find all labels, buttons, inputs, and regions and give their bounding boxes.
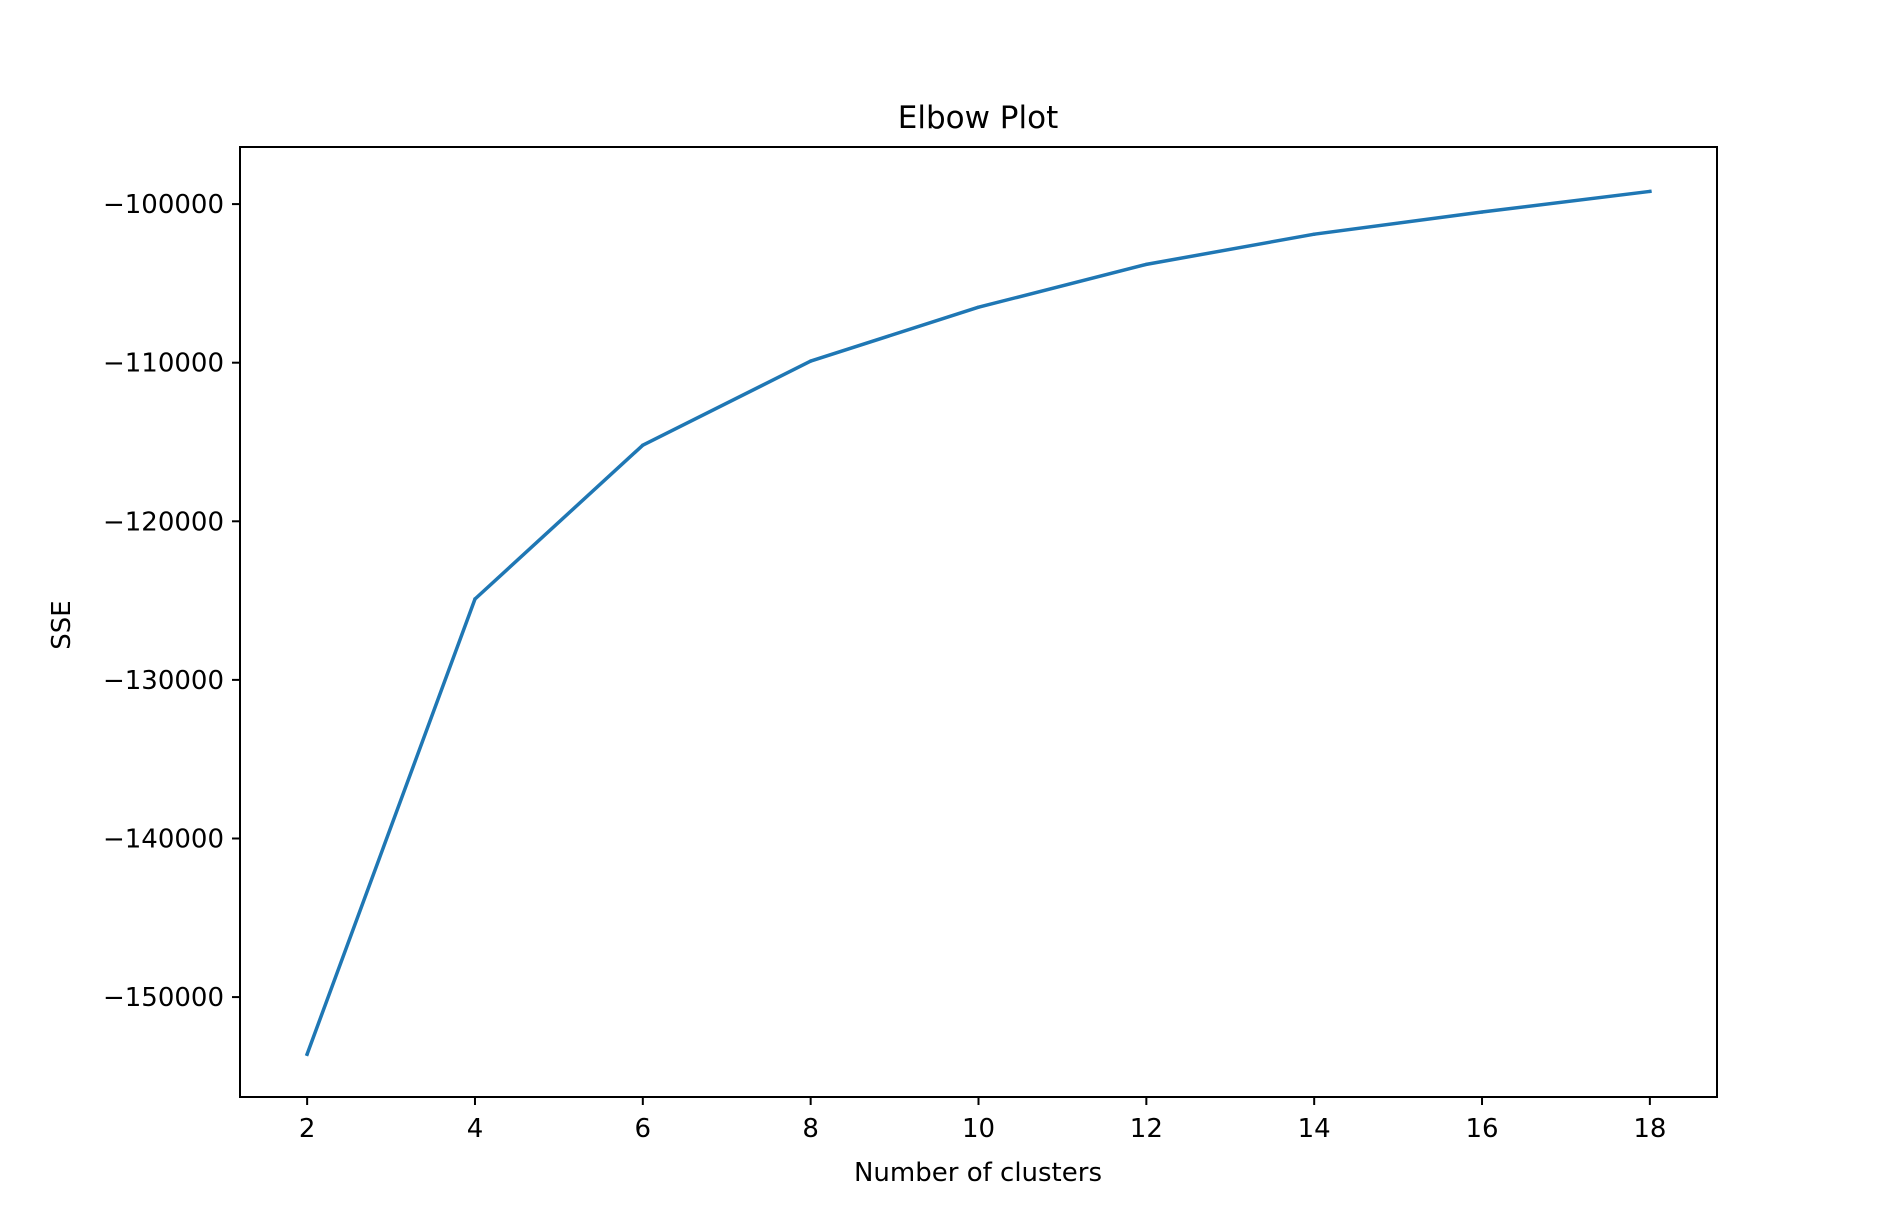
data-point	[1480, 210, 1484, 214]
x-tick-label: 2	[299, 1114, 316, 1144]
data-point	[1312, 232, 1316, 236]
y-tick-label: −110000	[103, 349, 224, 379]
data-point	[305, 1052, 309, 1056]
y-tick-label: −120000	[103, 507, 224, 537]
y-tick-label: −150000	[103, 983, 224, 1013]
x-tick-label: 16	[1465, 1114, 1498, 1144]
y-tick-label: −100000	[103, 190, 224, 220]
x-tick-label: 12	[1130, 1114, 1163, 1144]
data-point	[976, 305, 981, 309]
data-point	[473, 597, 477, 601]
y-axis-title: SSE	[47, 600, 77, 649]
x-tick-label: 10	[962, 1114, 995, 1144]
axes-frame	[239, 146, 1718, 1098]
plot-area	[304, 189, 1652, 1057]
x-tick-label: 18	[1633, 1114, 1666, 1144]
chart-title: Elbow Plot	[898, 100, 1058, 136]
data-point	[1648, 189, 1652, 194]
x-axis-title: Number of clusters	[854, 1158, 1102, 1188]
x-tick-label: 6	[635, 1114, 652, 1144]
x-tick-label: 4	[467, 1114, 484, 1144]
x-tick-label: 8	[802, 1114, 819, 1144]
data-point	[808, 359, 813, 363]
x-axis: 2 4 6 8 10 12 14 16 18	[299, 1097, 1666, 1144]
series-line	[304, 189, 1652, 1057]
y-tick-label: −140000	[103, 824, 224, 854]
y-axis: −150000 −140000 −130000 −120000 −110000 −1000…	[103, 190, 240, 1013]
data-point	[641, 443, 645, 447]
y-tick-label: −130000	[103, 666, 224, 696]
data-point	[1144, 262, 1149, 267]
x-tick-label: 14	[1298, 1114, 1331, 1144]
